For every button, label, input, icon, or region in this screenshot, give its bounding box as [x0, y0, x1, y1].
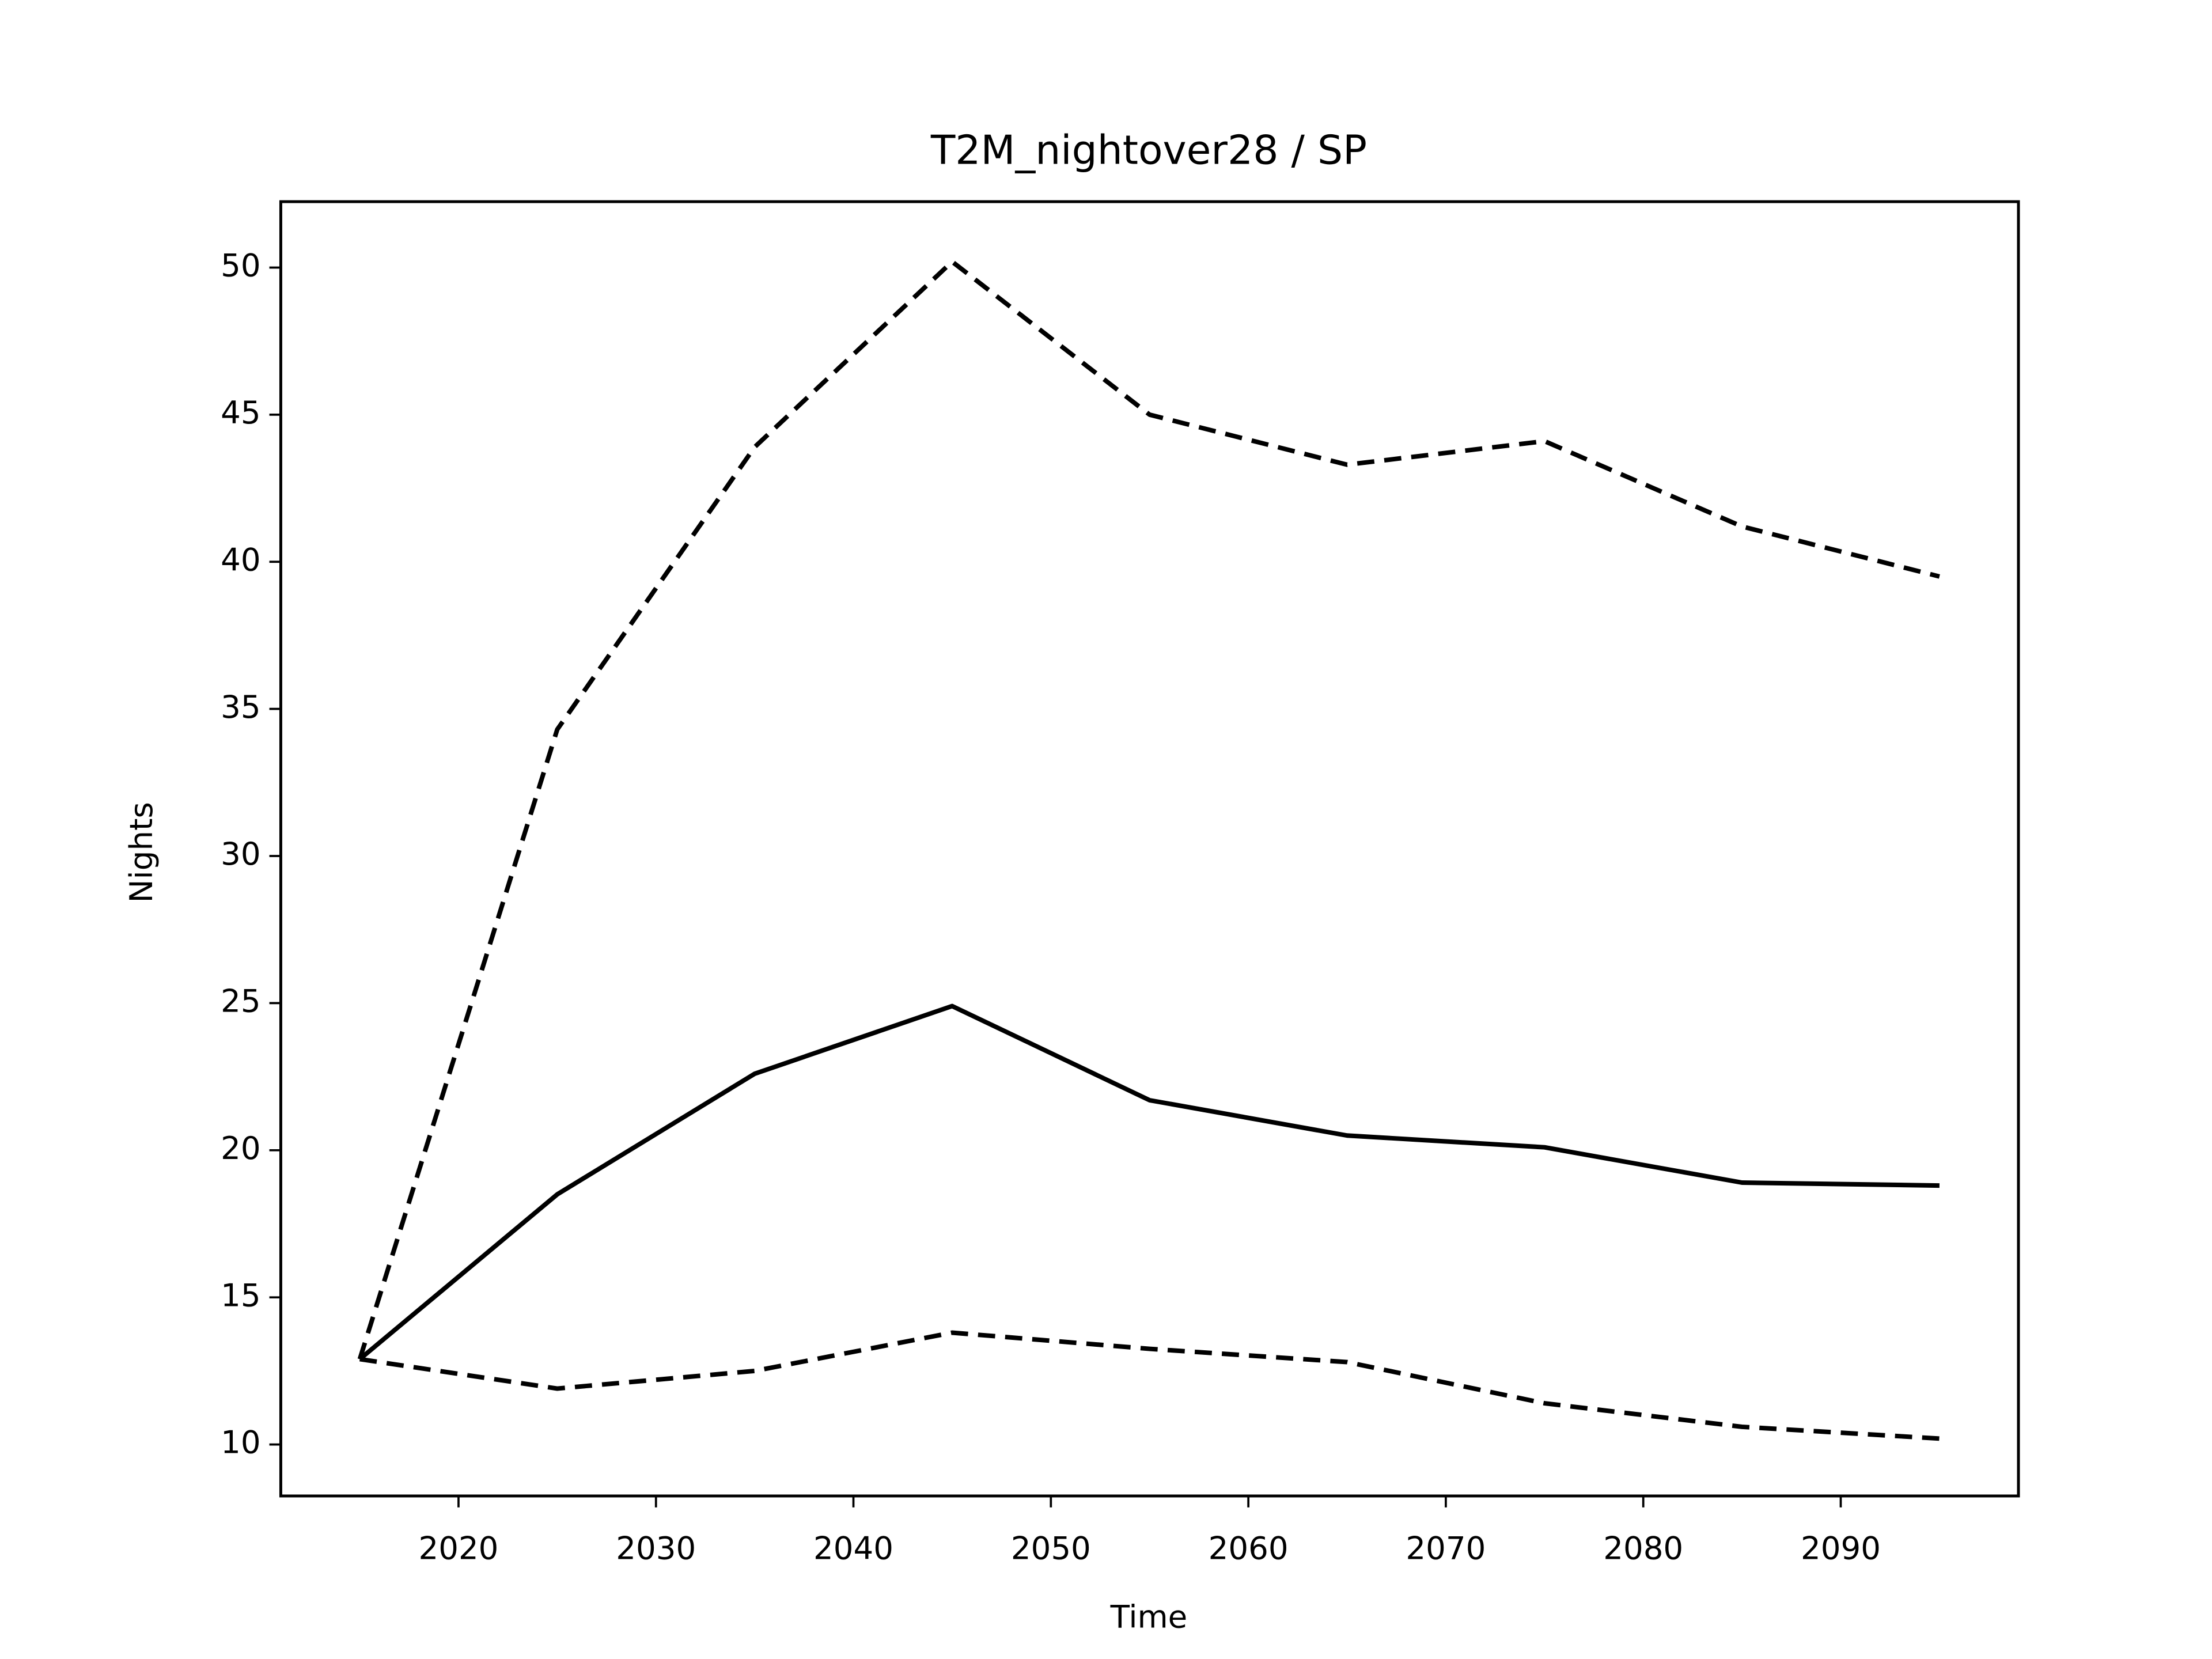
- y-tick-label: 50: [221, 247, 261, 284]
- x-tick-label: 2070: [1406, 1529, 1486, 1566]
- x-axis-label: Time: [1110, 1599, 1188, 1635]
- x-tick-label: 2040: [813, 1529, 893, 1566]
- x-tick-label: 2080: [1603, 1529, 1683, 1566]
- x-tick-label: 2090: [1801, 1529, 1881, 1566]
- x-tick-label: 2030: [616, 1529, 696, 1566]
- y-tick-label: 45: [221, 394, 261, 431]
- line-series: [358, 1003, 1940, 1361]
- y-tick-label: 30: [221, 835, 261, 872]
- y-tick-label: 10: [221, 1424, 261, 1461]
- x-tick-label: 2020: [418, 1529, 498, 1566]
- y-tick-label: 15: [221, 1277, 261, 1313]
- line-series: [357, 259, 1940, 1360]
- y-tick-label: 20: [221, 1130, 261, 1166]
- line-series: [359, 1330, 1940, 1441]
- y-axis-label: Nights: [123, 802, 160, 903]
- y-tick-label: 35: [221, 688, 261, 725]
- x-tick-label: 2050: [1011, 1529, 1091, 1566]
- y-tick-label: 40: [221, 541, 261, 578]
- plot-frame: [279, 200, 2020, 1498]
- y-tick-label: 25: [221, 983, 261, 1020]
- x-tick-label: 2060: [1209, 1529, 1289, 1566]
- chart-title: T2M_nightover28 / SP: [930, 127, 1367, 174]
